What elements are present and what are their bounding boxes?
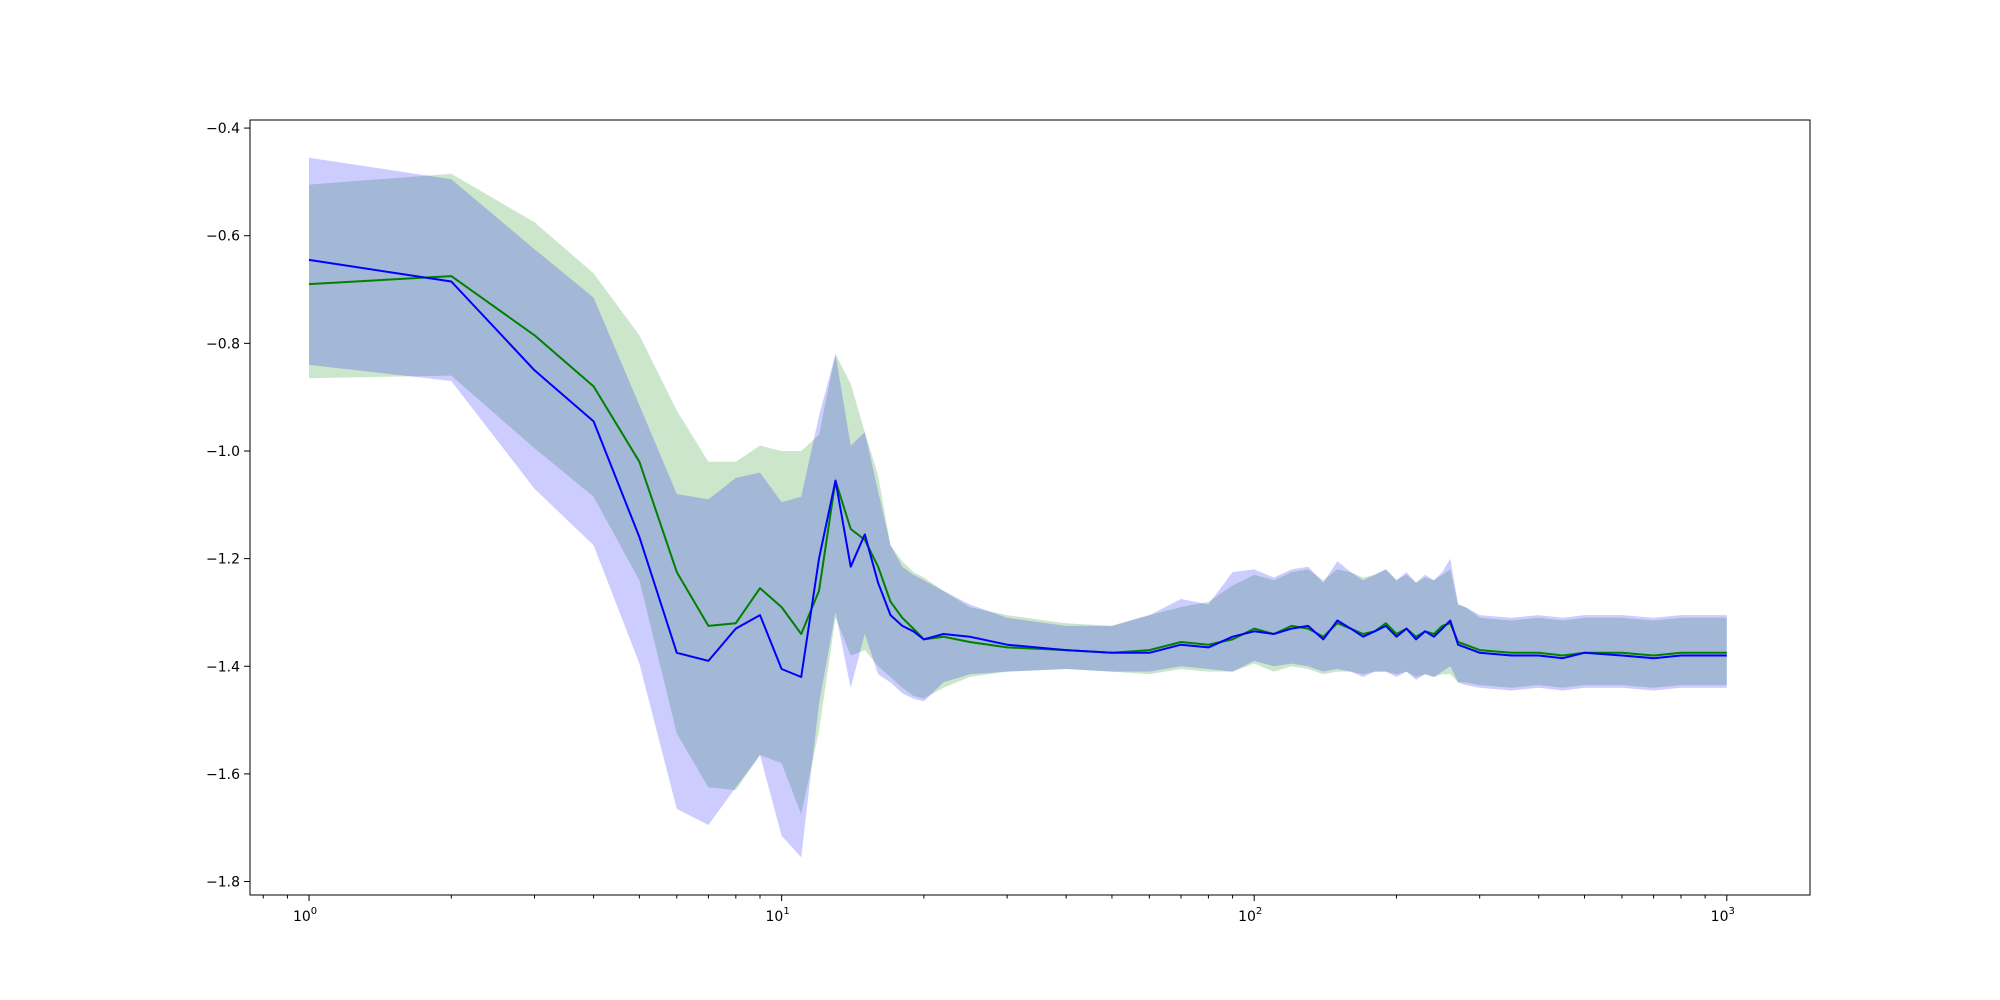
y-tick-label: −0.6	[206, 229, 240, 245]
series-1-line	[308, 258, 1727, 678]
series-0-band	[309, 173, 1727, 815]
series-1-band	[309, 157, 1727, 858]
x-tick-label: 103	[1711, 906, 1735, 925]
x-tick-label: 100	[293, 906, 317, 925]
x-tick-exponent: 3	[1729, 906, 1735, 917]
y-tick-label: −0.8	[206, 336, 240, 352]
y-tick-label: −1.2	[206, 552, 240, 568]
x-tick-label: 102	[1238, 906, 1262, 925]
series-lines	[308, 258, 1727, 678]
x-tick-base: 10	[293, 909, 311, 925]
y-tick-label: −1.4	[206, 659, 240, 675]
confidence-bands	[309, 157, 1727, 858]
plot-frame	[249, 119, 1811, 896]
x-tick-exponent: 2	[1256, 906, 1262, 917]
y-axis: −0.4 −0.6 −0.8 −1.0 −1.2 −1.4 −1.6 −1.8	[206, 121, 250, 891]
y-tick-label: −0.4	[206, 121, 240, 137]
y-tick-label: −1.8	[206, 875, 240, 891]
x-tick-base: 10	[766, 909, 784, 925]
x-tick-label: 101	[766, 906, 790, 925]
y-tick-label: −1.0	[206, 444, 240, 460]
x-tick-exponent: 0	[311, 906, 317, 917]
x-tick-base: 10	[1238, 909, 1256, 925]
y-tick-label: −1.6	[206, 767, 240, 783]
x-tick-exponent: 1	[783, 906, 789, 917]
x-tick-base: 10	[1711, 909, 1729, 925]
x-axis: 100 101 102 103	[262, 895, 1735, 925]
